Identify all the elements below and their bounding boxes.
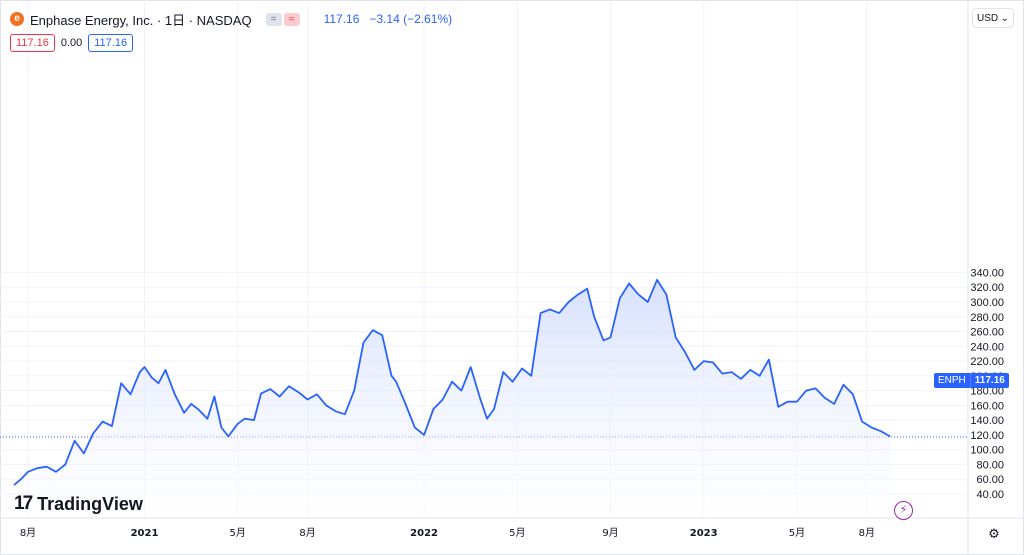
- approx-badge[interactable]: ≈: [283, 12, 300, 26]
- y-tick-label: 100.00: [970, 445, 1004, 457]
- symbol-legend[interactable]: e Enphase Energy, Inc. · 1日 · NASDAQ = ≈…: [10, 9, 452, 29]
- last-price: 117.16: [323, 12, 360, 26]
- y-tick-label: 60.00: [976, 474, 1004, 486]
- price-change: −3.14 (−2.61%): [369, 12, 453, 26]
- x-tick-label: 2021: [131, 528, 159, 539]
- x-tick-label: 2023: [690, 528, 718, 539]
- series-area: [14, 279, 891, 516]
- price-tag-ticker: ENPH: [934, 373, 971, 388]
- y-tick-label: 240.00: [970, 341, 1004, 353]
- x-tick-label: 8月: [299, 527, 315, 539]
- area-fill: [14, 279, 891, 516]
- lightning-icon[interactable]: ⚡: [894, 501, 913, 520]
- currency-label: USD: [977, 12, 999, 24]
- x-tick-label: 8月: [859, 527, 875, 539]
- y-tick-label: 40.00: [976, 489, 1004, 501]
- tradingview-logo[interactable]: 17 TradingView: [14, 493, 143, 515]
- last-price-tag: ENPH 117.16: [934, 373, 1009, 388]
- gear-icon[interactable]: ⚙: [988, 526, 1000, 541]
- y-tick-label: 160.00: [970, 400, 1004, 412]
- chart-type-badges[interactable]: = ≈: [265, 12, 300, 26]
- spread-value: 0.00: [60, 37, 83, 49]
- bid-ask-legend: 117.16 0.00 117.16: [10, 34, 134, 52]
- series-line: [13, 278, 891, 486]
- ask-price-box[interactable]: 117.16: [88, 34, 134, 52]
- x-tick-label: 5月: [230, 527, 246, 539]
- y-tick-label: 340.00: [970, 267, 1004, 279]
- y-tick-label: 140.00: [970, 415, 1004, 427]
- series-path: [13, 278, 891, 486]
- equal-badge[interactable]: =: [265, 12, 282, 26]
- y-tick-label: 320.00: [970, 282, 1004, 294]
- company-logo: e: [10, 12, 24, 26]
- tradingview-mark-icon: 17: [14, 493, 33, 514]
- x-tick-label: 8月: [20, 527, 36, 539]
- x-tick-label: 5月: [789, 527, 805, 539]
- y-tick-label: 260.00: [970, 327, 1004, 339]
- price-tag-value: 117.16: [974, 375, 1005, 386]
- y-tick-label: 180.00: [970, 386, 1004, 398]
- currency-selector[interactable]: USD ⌄: [972, 8, 1014, 28]
- bid-price-box[interactable]: 117.16: [10, 34, 55, 52]
- symbol-title[interactable]: Enphase Energy, Inc. · 1日 · NASDAQ: [30, 12, 252, 28]
- y-tick-label: 220.00: [970, 356, 1004, 368]
- y-tick-label: 280.00: [970, 312, 1004, 324]
- y-tick-label: 80.00: [976, 459, 1004, 471]
- tradingview-wordmark: TradingView: [37, 493, 143, 514]
- y-tick-label: 300.00: [970, 297, 1004, 309]
- x-tick-label: 5月: [509, 527, 525, 539]
- chevron-down-icon: ⌄: [1000, 12, 1009, 24]
- x-axis: 8月 2021 5月 8月 2022 5月 9月 2023 5月 8月: [20, 527, 875, 539]
- y-tick-label: 120.00: [970, 430, 1004, 442]
- x-tick-label: 9月: [602, 527, 618, 539]
- x-tick-label: 2022: [410, 528, 438, 539]
